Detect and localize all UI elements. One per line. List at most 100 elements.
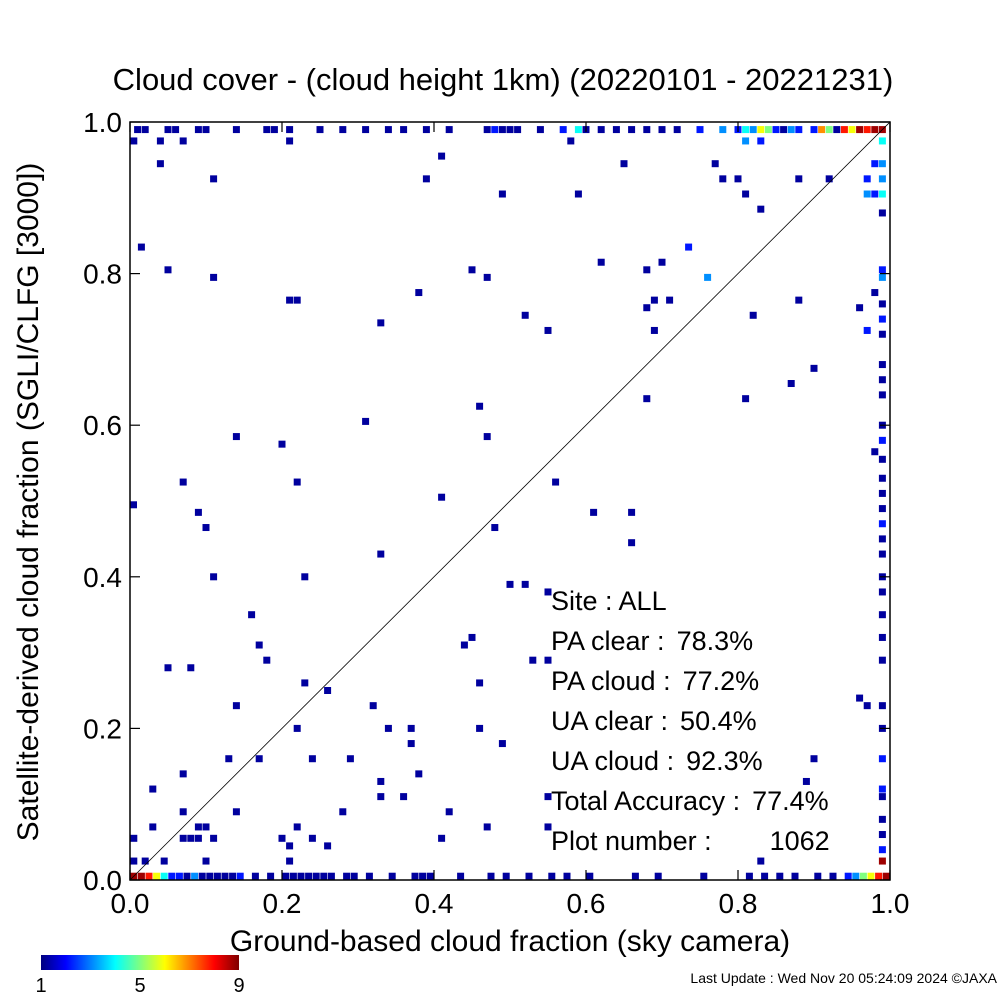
colorbar-tick-label: 9: [233, 975, 244, 997]
data-cell-197: [179, 808, 187, 816]
data-cell-267: [700, 872, 708, 880]
data-cell-91: [210, 273, 218, 281]
data-cell-118: [742, 395, 750, 403]
data-cell-159: [878, 633, 886, 641]
data-cell-154: [248, 611, 256, 619]
data-cell-113: [878, 361, 886, 369]
axis-ticks: 0.0 0.2 0.4 0.6 0.8 1.0 0.0 0.2 0.4 0.6 0.8 1.0: [83, 107, 909, 919]
data-cell-242: [251, 872, 259, 880]
data-cell-51: [871, 126, 879, 134]
data-cell-137: [590, 508, 598, 516]
data-cell-153: [544, 588, 552, 596]
data-cell-205: [483, 823, 491, 831]
data-cell-194: [544, 793, 552, 801]
data-cell-73: [863, 175, 871, 183]
data-cell-225: [757, 857, 765, 865]
stat-value: 50.4%: [680, 706, 757, 736]
data-cell-76: [574, 190, 582, 198]
data-cell-211: [194, 834, 202, 842]
data-cell-212: [210, 834, 218, 842]
stat-label: UA clear :: [551, 706, 668, 736]
data-cell-232: [168, 872, 176, 880]
data-cell-13: [384, 126, 392, 134]
data-cell-105: [749, 311, 757, 319]
data-cell-88: [468, 266, 476, 274]
data-cell-61: [156, 160, 164, 168]
data-cell-77: [742, 190, 750, 198]
data-cell-199: [339, 808, 347, 816]
data-cell-255: [411, 872, 419, 880]
data-cell-272: [814, 872, 822, 880]
data-cell-7: [263, 126, 271, 134]
data-cell-141: [491, 524, 499, 532]
data-cell-254: [388, 872, 396, 880]
data-cell-207: [878, 815, 886, 823]
data-cell-123: [232, 433, 240, 441]
data-cell-204: [293, 823, 301, 831]
data-cell-151: [521, 580, 529, 588]
data-cell-127: [871, 448, 879, 456]
data-cell-155: [878, 611, 886, 619]
data-cell-0: [134, 126, 142, 134]
data-cell-10: [316, 126, 324, 134]
data-cell-20: [506, 126, 514, 134]
stat-value: 78.3%: [677, 626, 754, 656]
data-cell-260: [502, 872, 510, 880]
data-cell-148: [301, 573, 309, 581]
data-cell-94: [878, 273, 886, 281]
data-cell-55: [179, 137, 187, 145]
data-cell-230: [153, 872, 161, 880]
data-cell-131: [552, 478, 560, 486]
data-cell-136: [194, 508, 202, 516]
data-cell-238: [213, 872, 221, 880]
data-cell-263: [563, 872, 571, 880]
data-cell-265: [631, 872, 639, 880]
data-cell-96: [871, 289, 879, 297]
data-cell-156: [255, 641, 263, 649]
data-cell-208: [130, 834, 138, 842]
data-cell-276: [859, 872, 867, 880]
stat-value: 92.3%: [686, 746, 763, 776]
stat-value: 77.4%: [752, 786, 829, 816]
data-cell-180: [498, 740, 506, 748]
data-cell-249: [320, 872, 328, 880]
data-cell-268: [745, 872, 753, 880]
y-tick-label: 0.6: [83, 410, 122, 441]
data-cell-162: [544, 656, 552, 664]
data-cell-273: [829, 872, 837, 880]
data-cell-145: [377, 550, 385, 558]
data-cell-39: [772, 126, 780, 134]
data-cell-220: [130, 857, 138, 865]
data-cell-48: [848, 126, 856, 134]
plot-frame: [129, 121, 891, 881]
reference-line: [129, 121, 891, 881]
data-cell-16: [445, 126, 453, 134]
data-cell-31: [673, 126, 681, 134]
data-cell-116: [878, 376, 886, 384]
data-cell-246: [297, 872, 305, 880]
chart-title: Cloud cover - (cloud height 1km) (202201…: [113, 62, 894, 97]
data-cell-124: [483, 433, 491, 441]
data-cell-40: [780, 126, 788, 134]
data-cell-157: [460, 641, 468, 649]
data-cell-65: [871, 160, 879, 168]
data-cell-24: [574, 126, 582, 134]
data-cell-165: [187, 664, 195, 672]
data-cell-196: [878, 793, 886, 801]
data-cell-248: [312, 872, 320, 880]
data-cell-28: [628, 126, 636, 134]
data-cell-190: [802, 777, 810, 785]
data-cell-11: [339, 126, 347, 134]
data-cell-64: [711, 160, 719, 168]
data-cell-241: [236, 872, 244, 880]
data-cell-66: [878, 160, 886, 168]
data-cell-74: [878, 175, 886, 183]
x-axis-label: Ground-based cloud fraction (sky camera): [230, 925, 790, 958]
data-cell-78: [863, 190, 871, 198]
data-cell-179: [407, 740, 415, 748]
stat-label: PA clear :: [551, 626, 665, 656]
x-tick-label: 0.4: [415, 888, 454, 919]
data-cell-95: [415, 289, 423, 297]
data-cell-79: [871, 190, 879, 198]
data-cell-160: [263, 656, 271, 664]
